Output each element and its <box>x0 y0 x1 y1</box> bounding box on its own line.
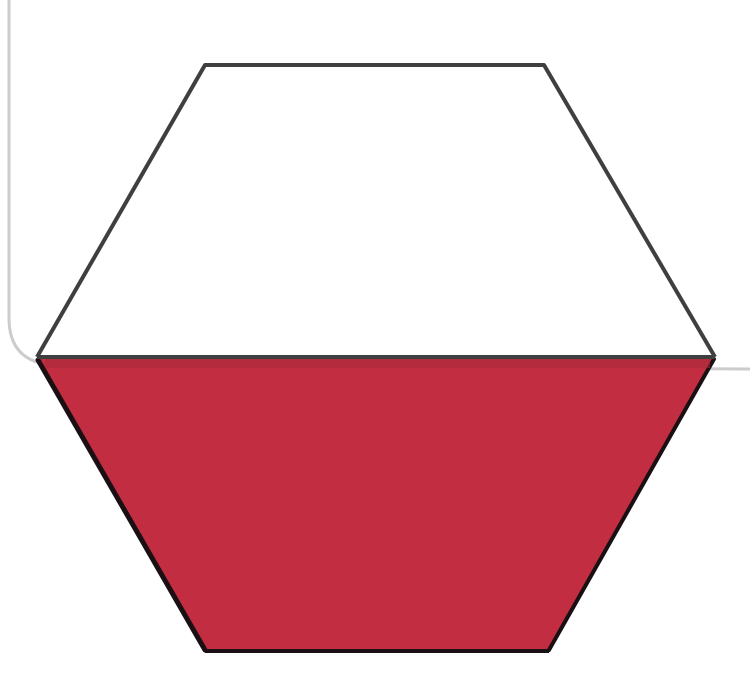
divider-shadow <box>45 359 710 368</box>
top-trapezoid <box>37 65 715 357</box>
bottom-trapezoid-right-edge <box>547 357 716 652</box>
top-trapezoid-outline <box>35 63 717 359</box>
bottom-trapezoid <box>37 357 715 651</box>
bottom-trapezoid-left-edge <box>35 357 208 653</box>
